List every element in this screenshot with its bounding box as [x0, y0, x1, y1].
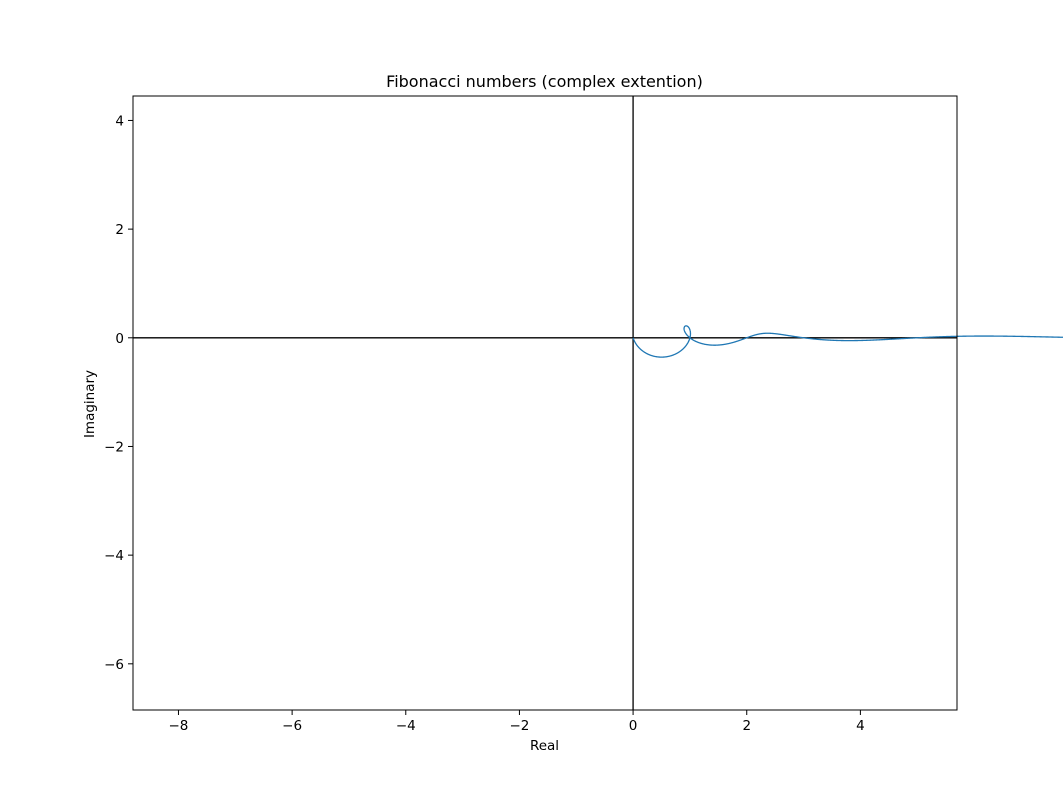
y-tick-label: 2 [115, 222, 124, 238]
axes-frame [132, 95, 958, 711]
series-line [632, 325, 1063, 358]
x-tick-label: −4 [396, 718, 416, 734]
chart-title: Fibonacci numbers (complex extention) [386, 72, 703, 91]
y-tick-label: 4 [115, 113, 124, 129]
x-tick-label: 4 [856, 718, 865, 734]
x-tick-label: −8 [169, 718, 189, 734]
y-axis-label: Imaginary [82, 370, 98, 438]
x-axis-label: Real [530, 738, 559, 754]
x-tick-label: 0 [629, 718, 638, 734]
x-axis-ticks: −8 −6 −4 −2 0 2 4 [169, 710, 865, 734]
plot-area [132, 95, 1063, 711]
x-tick-label: −6 [282, 718, 302, 734]
x-tick-label: 2 [742, 718, 751, 734]
reference-lines [133, 96, 957, 710]
y-tick-label: 0 [115, 331, 124, 347]
y-tick-label: −6 [104, 657, 124, 673]
y-tick-label: −2 [104, 439, 124, 455]
y-tick-label: −4 [104, 548, 124, 564]
y-axis-ticks: −6 −4 −2 0 2 4 [104, 113, 133, 673]
x-tick-label: −2 [509, 718, 529, 734]
